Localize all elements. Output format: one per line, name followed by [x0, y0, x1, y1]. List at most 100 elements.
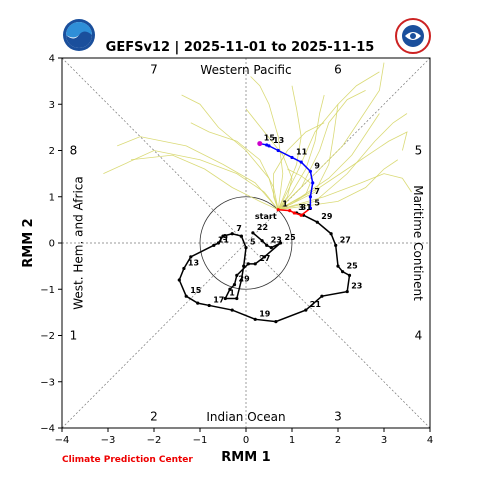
ensemble-member-line — [277, 85, 302, 210]
day-label: 27 — [259, 254, 270, 263]
forecast-week1-point — [276, 208, 280, 212]
day-label: 5 — [250, 238, 256, 247]
observed-point — [246, 262, 250, 266]
y-tick-label: 1 — [49, 192, 55, 203]
x-tick-label: 1 — [289, 435, 295, 446]
forecast-end-point — [257, 141, 263, 147]
region-label: Maritime Continent — [411, 185, 425, 301]
observed-point — [269, 246, 273, 250]
observed-point — [223, 296, 227, 301]
day-label: 31 — [301, 203, 313, 212]
y-tick-label: 3 — [49, 100, 55, 111]
observed-point — [315, 220, 319, 224]
day-label: 11 — [296, 147, 308, 156]
ensemble-member-line — [277, 94, 325, 210]
forecast-week1-point — [288, 209, 292, 213]
observed-point — [212, 243, 216, 247]
observed-point — [196, 301, 200, 305]
day-label: 29 — [239, 275, 251, 284]
observed-point — [232, 283, 237, 287]
day-label: 27 — [340, 235, 351, 244]
ensemble-member-line — [130, 154, 279, 211]
y-tick-label: −4 — [40, 424, 55, 435]
observed-point — [242, 264, 246, 268]
observed-point — [320, 294, 324, 298]
ensemble-member-line — [278, 113, 380, 211]
forecast-week1-point — [299, 213, 303, 217]
chart-title: GEFSv12 | 2025-11-01 to 2025-11-15 — [105, 40, 375, 55]
day-label: 15 — [264, 134, 276, 143]
observed-point — [336, 264, 340, 268]
day-label: 7 — [314, 187, 320, 196]
observed-point — [239, 234, 243, 238]
x-tick-label: 3 — [381, 435, 387, 446]
nws-logo — [395, 18, 431, 58]
credit-text: Climate Prediction Center — [62, 455, 193, 465]
ensemble-member-line — [245, 108, 293, 210]
day-label: 13 — [188, 258, 199, 267]
start-label: start — [255, 212, 277, 221]
phase-label: 4 — [415, 329, 423, 343]
observed-point — [177, 278, 181, 282]
ensemble-member-line — [277, 71, 380, 210]
observed-point — [347, 273, 352, 277]
day-label: 9 — [222, 233, 228, 242]
phase-label: 8 — [70, 144, 78, 158]
ensemble-member-line — [273, 122, 325, 210]
region-label: Indian Ocean — [206, 410, 285, 424]
ensemble-member-line — [278, 173, 412, 211]
y-tick-label: −1 — [40, 285, 55, 296]
observed-point — [278, 241, 283, 245]
day-label: 3 — [298, 203, 304, 212]
observed-point — [235, 296, 239, 301]
forecast-week2-point — [290, 155, 294, 160]
day-label: 11 — [218, 235, 230, 244]
ensemble-member-line — [103, 150, 279, 210]
ensemble-member-line — [278, 168, 311, 211]
y-tick-label: −2 — [40, 331, 55, 342]
ensemble-member-line — [190, 122, 279, 210]
observed-point — [239, 278, 243, 282]
ensemble-member-line — [278, 113, 408, 211]
observed-point — [244, 246, 248, 250]
observed-point — [253, 317, 257, 321]
noaa-logo — [62, 18, 96, 56]
day-label: 5 — [314, 198, 320, 207]
observed-point — [189, 255, 193, 259]
observed-point — [228, 287, 232, 291]
ensemble-member-line — [117, 136, 279, 210]
day-label: 19 — [259, 309, 271, 318]
phase-label: 3 — [334, 409, 342, 423]
region-label: Western Pacific — [200, 63, 291, 77]
observed-point — [262, 255, 266, 259]
day-label: 15 — [190, 286, 202, 295]
region-label: West. Hem. and Africa — [72, 176, 86, 309]
ensemble-member-line — [181, 94, 279, 210]
phase-label: 5 — [415, 144, 423, 158]
day-label: 22 — [257, 223, 268, 232]
phase-label: 1 — [70, 329, 78, 343]
observed-point — [265, 243, 269, 247]
observed-point — [230, 232, 234, 236]
observed-point — [345, 289, 349, 294]
y-tick-label: −3 — [40, 377, 55, 388]
forecast-week2-point — [311, 181, 315, 185]
observed-point — [274, 320, 278, 324]
forecast-week1-point — [292, 211, 296, 215]
x-tick-label: −3 — [101, 435, 116, 446]
day-label: 1 — [282, 200, 288, 209]
x-tick-label: −1 — [193, 435, 208, 446]
observed-point — [184, 294, 188, 298]
phase-label: 6 — [334, 63, 342, 77]
observed-point — [253, 262, 257, 266]
day-label: 29 — [321, 212, 333, 221]
ensemble-member-line — [277, 62, 385, 210]
observed-point — [329, 232, 333, 236]
forecast-week2-point — [308, 206, 312, 210]
observed-point — [230, 308, 234, 312]
observed-point — [334, 243, 338, 247]
forecast-week2-point — [265, 143, 269, 147]
x-tick-label: −2 — [147, 435, 162, 446]
day-label: 13 — [273, 136, 284, 145]
